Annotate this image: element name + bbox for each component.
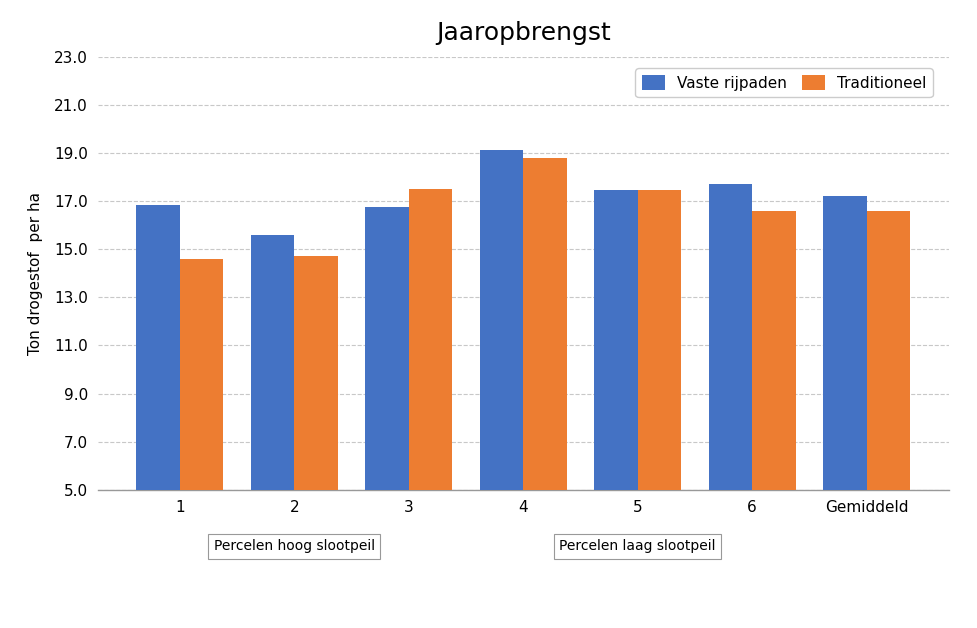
Title: Jaaropbrengst: Jaaropbrengst	[436, 21, 610, 45]
Bar	[708, 184, 751, 610]
Bar	[480, 150, 523, 610]
Bar	[594, 190, 637, 610]
Bar	[365, 207, 408, 610]
Bar	[523, 158, 566, 610]
Bar	[637, 190, 680, 610]
Bar	[180, 259, 223, 610]
Bar	[251, 235, 294, 610]
Bar	[866, 210, 909, 610]
Text: Percelen laag slootpeil: Percelen laag slootpeil	[559, 539, 715, 553]
Y-axis label: Ton drogestof  per ha: Ton drogestof per ha	[28, 192, 43, 355]
Bar	[751, 210, 794, 610]
Bar	[137, 205, 180, 610]
Bar	[408, 189, 451, 610]
Legend: Vaste rijpaden, Traditioneel: Vaste rijpaden, Traditioneel	[635, 68, 931, 97]
Text: Percelen hoog slootpeil: Percelen hoog slootpeil	[214, 539, 374, 553]
Bar	[294, 256, 337, 610]
Bar	[823, 196, 866, 610]
